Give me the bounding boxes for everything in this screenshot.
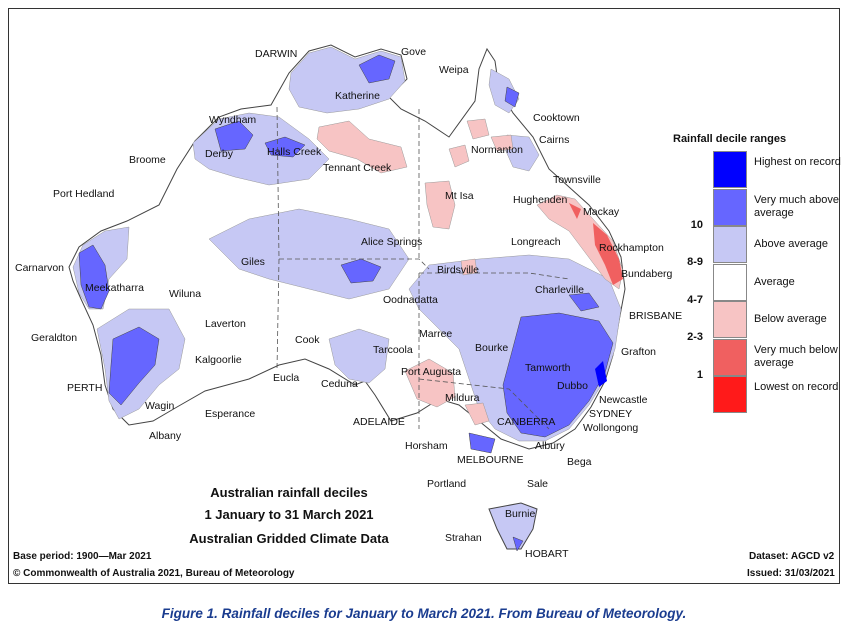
legend-label: Highest on record	[754, 156, 841, 168]
place-label: Port Augusta	[401, 366, 461, 378]
place-label: CANBERRA	[497, 416, 555, 428]
place-label: Ceduna	[321, 378, 358, 390]
place-label: Portland	[427, 478, 466, 490]
place-label: Mildura	[445, 392, 480, 404]
place-label: Horsham	[405, 440, 448, 452]
legend-range: 4-7	[687, 293, 703, 306]
place-label: Birdsville	[437, 264, 479, 276]
place-label: Port Hedland	[53, 188, 114, 200]
place-label: Tamworth	[525, 362, 571, 374]
place-label: PERTH	[67, 382, 102, 394]
legend-swatch	[713, 301, 747, 338]
place-label: Sale	[527, 478, 548, 490]
place-label: Wiluna	[169, 288, 201, 300]
place-label: Cairns	[539, 134, 569, 146]
place-label: Bundaberg	[621, 268, 673, 280]
legend-label: Average	[754, 275, 795, 288]
highest-on-record-area	[595, 361, 607, 387]
place-label: Gove	[401, 46, 426, 58]
place-label: Geraldton	[31, 332, 77, 344]
base-period: Base period: 1900—Mar 2021	[13, 551, 152, 562]
place-label: Bourke	[475, 342, 508, 354]
place-label: Newcastle	[599, 394, 648, 406]
legend-swatch	[713, 188, 747, 226]
place-label: Charleville	[535, 284, 584, 296]
legend-swatch	[713, 151, 747, 188]
place-label: Albury	[535, 440, 566, 452]
place-label: Kalgoorlie	[195, 354, 242, 366]
place-label: Derby	[205, 148, 234, 160]
place-label: Wyndham	[209, 114, 256, 126]
very-much-above-average-areas	[78, 54, 614, 552]
place-label: Oodnadatta	[383, 294, 438, 306]
place-label: Laverton	[205, 318, 246, 330]
dataset-label: Dataset: AGCD v2	[749, 551, 835, 562]
place-label: Mt Isa	[445, 190, 474, 202]
legend-range: 10	[690, 218, 703, 231]
place-label: Grafton	[621, 346, 656, 358]
place-label: Carnarvon	[15, 262, 64, 274]
map-title-line-2: 1 January to 31 March 2021	[204, 507, 374, 522]
place-label: Cook	[295, 334, 320, 346]
place-label: MELBOURNE	[457, 454, 524, 466]
place-label: Eucla	[273, 372, 299, 384]
place-label: Wollongong	[583, 422, 638, 434]
figure-caption: Figure 1. Rainfall deciles for January t…	[161, 606, 687, 621]
map-title-line-3: Australian Gridded Climate Data	[189, 531, 389, 546]
place-label: Normanton	[471, 144, 523, 156]
legend-label: Below average	[754, 313, 827, 325]
legend-label: Very much above average	[754, 193, 839, 219]
place-label: Hughenden	[513, 194, 567, 206]
place-label: ADELAIDE	[353, 416, 405, 428]
place-label: Tarcoola	[373, 344, 413, 356]
legend-label: Lowest on record	[754, 381, 839, 393]
legend-swatch	[713, 226, 747, 263]
map-title-line-1: Australian rainfall deciles	[210, 485, 368, 500]
state-borders	[276, 106, 570, 430]
place-label: Rockhampton	[599, 242, 664, 254]
legend-swatch	[713, 263, 747, 301]
legend-range: 8-9	[687, 256, 703, 268]
place-label: SYDNEY	[589, 408, 632, 420]
place-label: Bega	[567, 456, 592, 468]
place-label: BRISBANE	[629, 310, 682, 322]
rainfall-decile-map: DARWIN Gove Weipa Katherine Cooktown Wyndham C…	[15, 44, 682, 560]
legend-label: Very much below average	[754, 343, 838, 369]
place-label: Marree	[419, 328, 452, 340]
place-label: Katherine	[335, 90, 380, 102]
place-label: Townsville	[553, 174, 601, 186]
place-label: Alice Springs	[361, 236, 422, 248]
place-label: Broome	[129, 154, 166, 166]
issued-date: Issued: 31/03/2021	[747, 568, 835, 579]
place-label: Burnie	[505, 508, 536, 520]
place-label: Strahan	[445, 532, 482, 544]
copyright: © Commonwealth of Australia 2021, Bureau…	[13, 568, 295, 579]
place-labels: DARWIN Gove Weipa Katherine Cooktown Wyndham C…	[15, 46, 682, 560]
place-label: Tennant Creek	[323, 162, 392, 174]
place-label: Giles	[241, 256, 265, 268]
place-label: Weipa	[439, 64, 469, 76]
place-label: Wagin	[145, 400, 175, 412]
tasmania	[488, 502, 538, 550]
below-average-areas	[316, 118, 624, 426]
legend-label: Above average	[754, 238, 828, 250]
very-much-below-average-areas	[569, 203, 623, 285]
legend-swatch	[713, 376, 747, 413]
legend-title: Rainfall decile ranges	[673, 133, 787, 145]
legend-range: 2-3	[687, 331, 703, 343]
legend-range: 1	[696, 368, 703, 381]
place-label: Longreach	[511, 236, 561, 248]
map-frame: DARWIN Gove Weipa Katherine Cooktown Wyndham C…	[8, 8, 841, 584]
legend-swatch	[713, 338, 747, 376]
place-label: Mackay	[583, 206, 620, 218]
place-label: Cooktown	[533, 112, 580, 124]
place-label: DARWIN	[255, 48, 297, 60]
place-label: Dubbo	[557, 380, 588, 392]
place-label: Albany	[149, 430, 182, 442]
place-label: Meekatharra	[85, 282, 144, 294]
place-label: HOBART	[525, 548, 569, 560]
place-label: Esperance	[205, 408, 255, 420]
place-label: Halls Creek	[267, 146, 322, 158]
